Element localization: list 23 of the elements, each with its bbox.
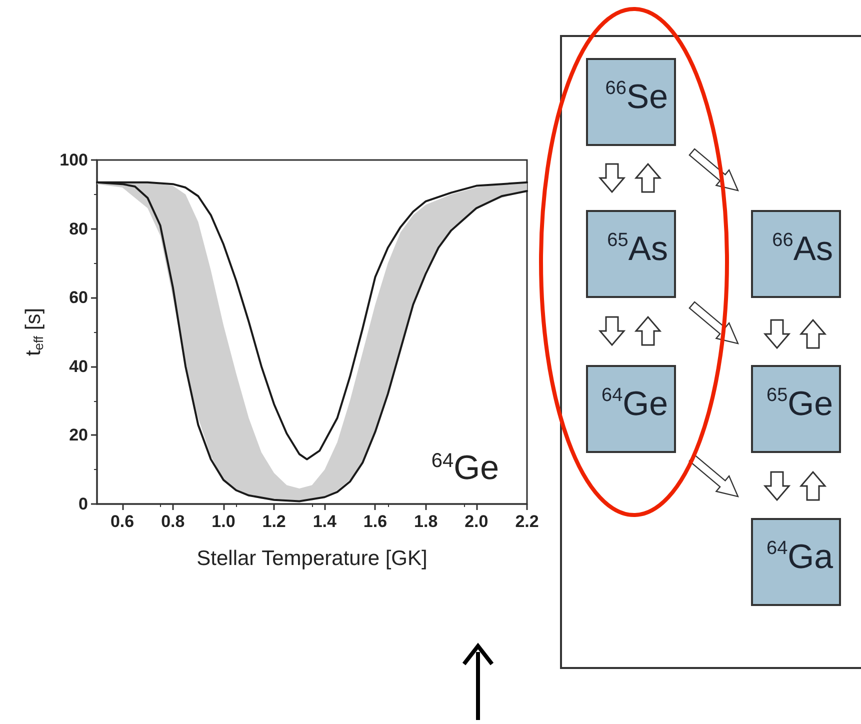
x-tick-label: 0.6	[110, 512, 134, 531]
x-tick-label: 2.2	[515, 512, 539, 531]
y-tick-label: 20	[69, 426, 88, 445]
x-tick-label: 1.2	[262, 512, 286, 531]
x-tick-label: 1.6	[363, 512, 388, 531]
x-tick-label: 1.8	[414, 512, 438, 531]
text: $^{65}$As	[586, 210, 676, 298]
y-tick-label: 40	[69, 356, 88, 376]
y-tick-label: 0	[78, 494, 88, 514]
x-tick-label: 1.0	[212, 512, 236, 531]
y-tick-label: 60	[69, 288, 88, 308]
text: $^{64}$Ga	[751, 518, 841, 606]
text: $^{64}$Ge	[586, 365, 676, 453]
y-tick-label: 80	[69, 219, 88, 238]
text: $^{65}$Ge	[751, 365, 841, 453]
x-axis-title: Stellar Temperature [GK]	[196, 547, 428, 570]
y-axis-title: teff [s]	[22, 308, 46, 356]
x-tick-label: 2.0	[464, 512, 488, 531]
text: $^{66}$As	[751, 210, 841, 298]
x-tick-label: 1.4	[312, 512, 338, 531]
x-tick-label: 0.8	[161, 512, 185, 531]
y-tick-label: 100	[60, 150, 88, 170]
text: $^{66}$Se	[586, 58, 676, 146]
